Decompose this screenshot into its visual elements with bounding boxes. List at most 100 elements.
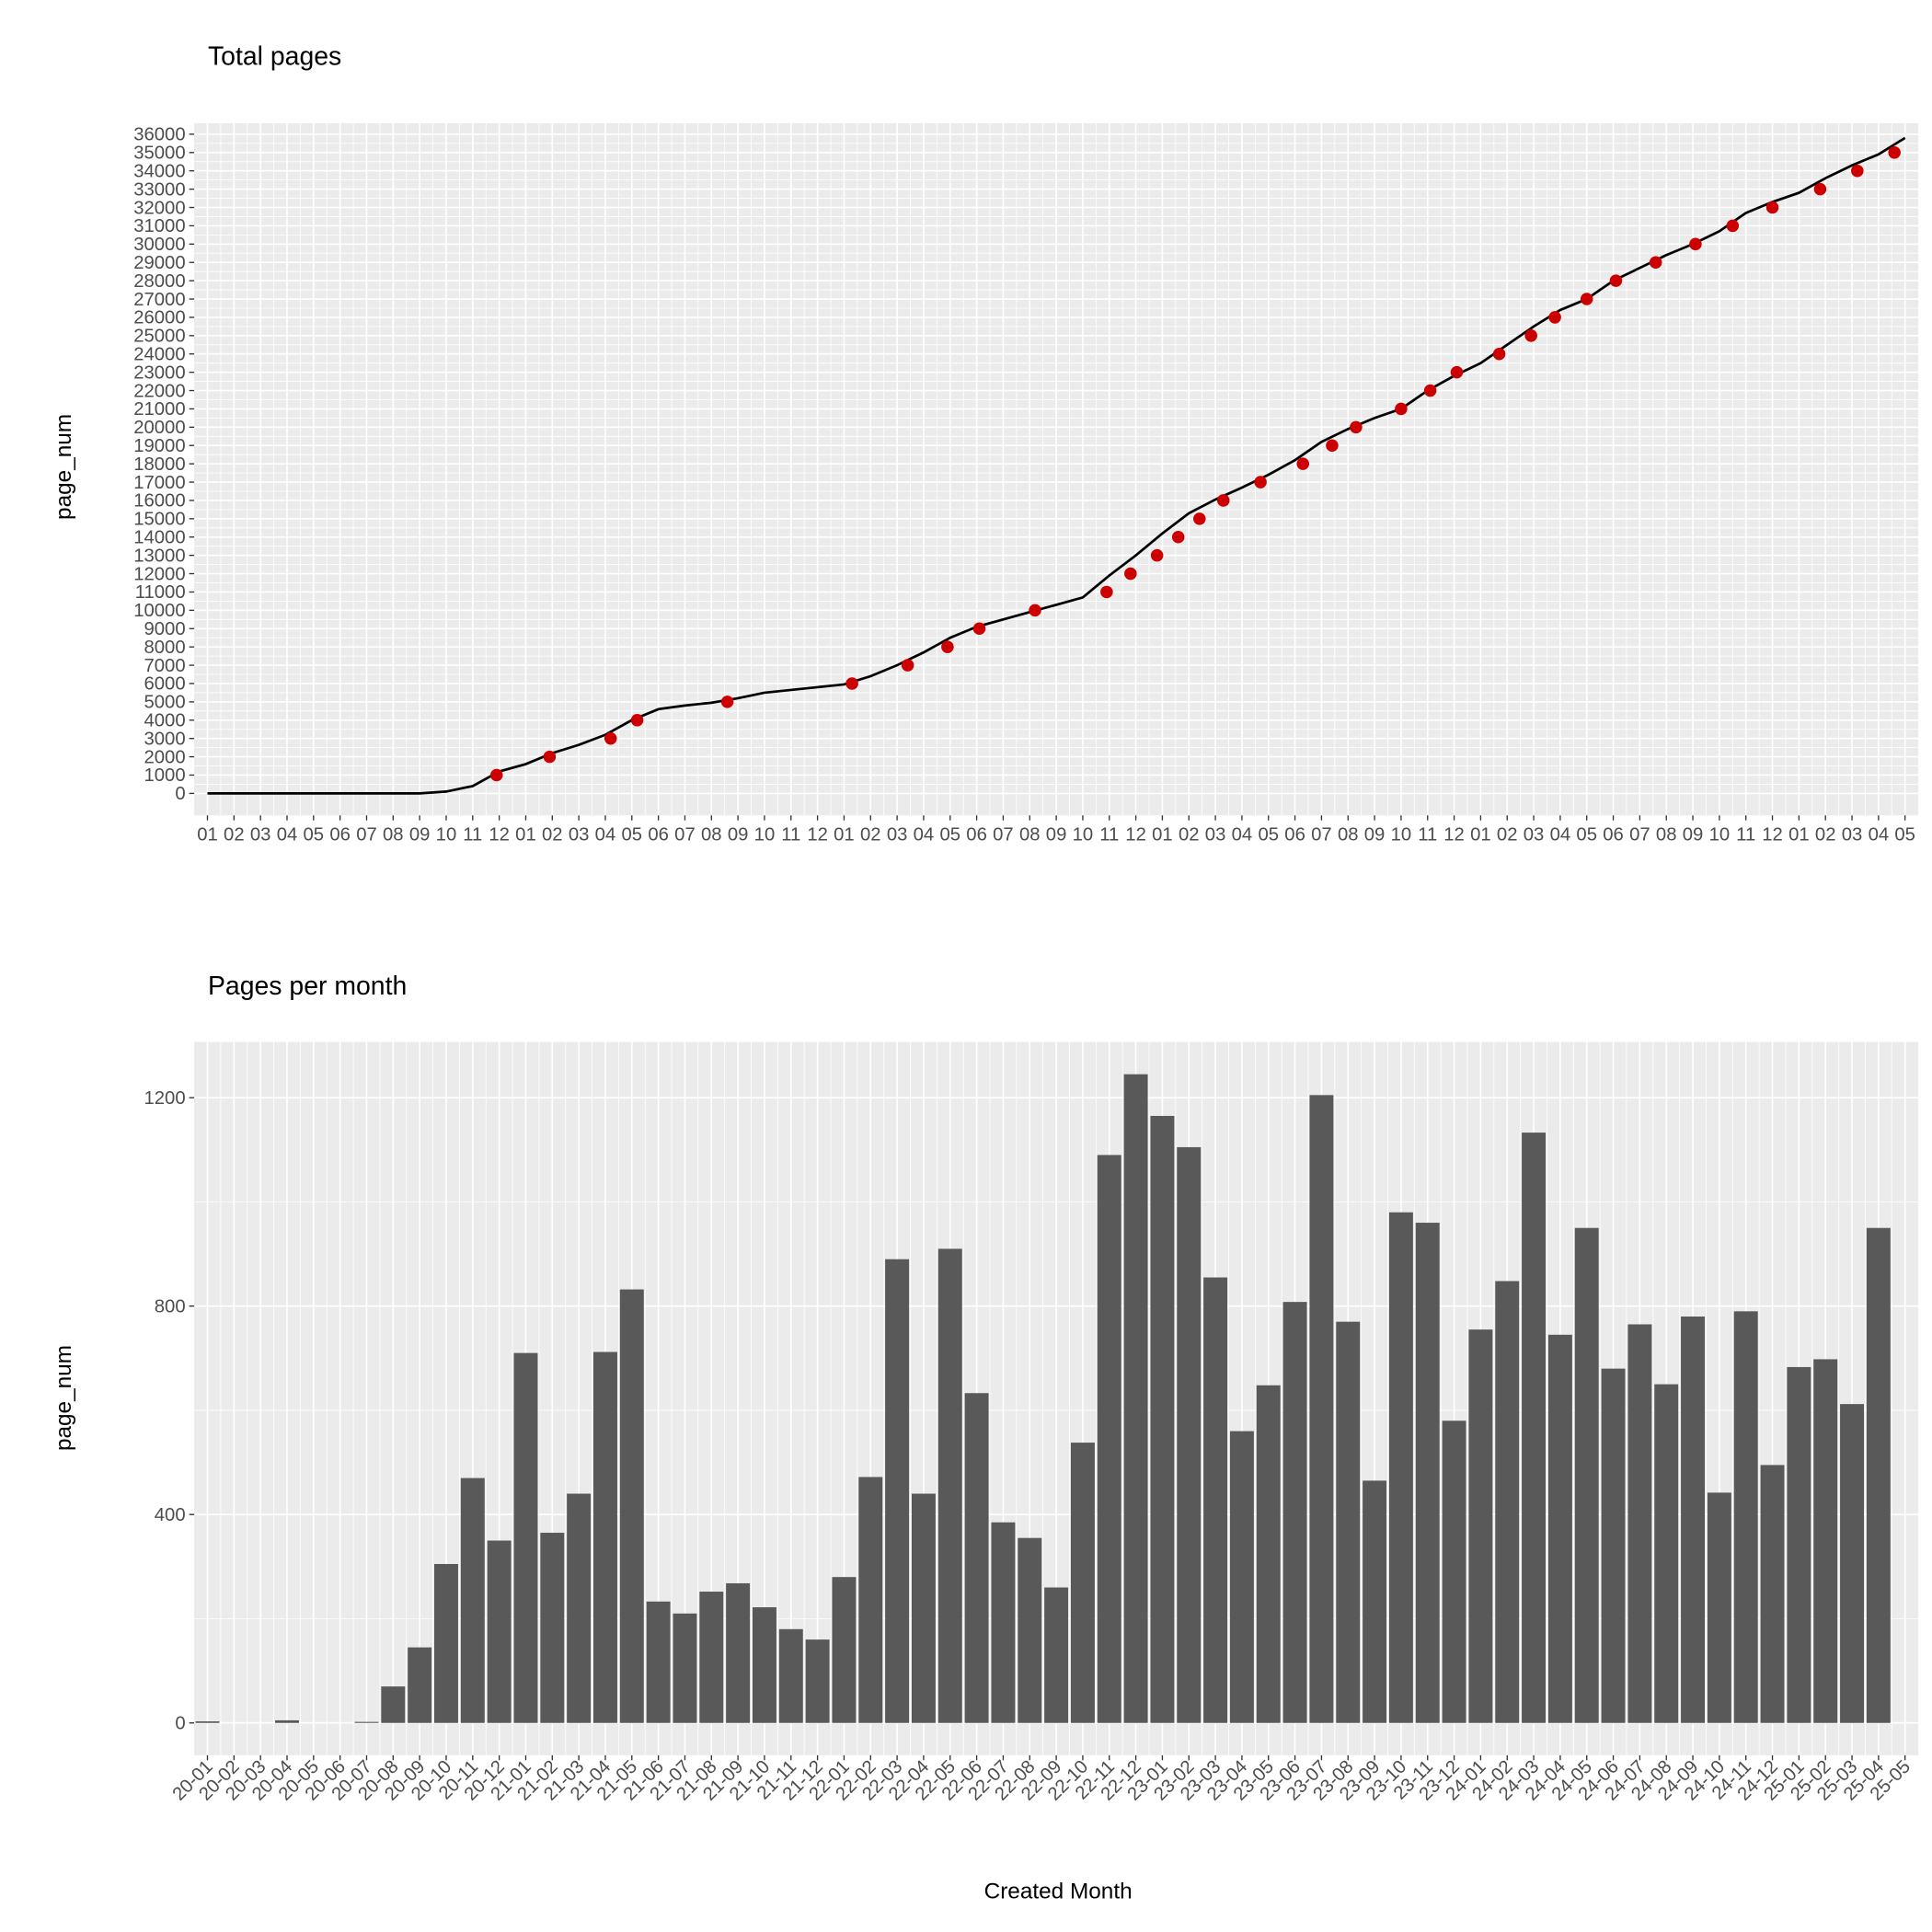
x-tick-label: 03 <box>1205 824 1226 845</box>
bar <box>911 1493 936 1723</box>
y-tick-label: 28000 <box>133 271 185 292</box>
y-tick-label: 21000 <box>133 399 185 420</box>
y-tick-label: 8000 <box>144 638 185 658</box>
bar <box>1681 1317 1706 1723</box>
y-tick-label: 1200 <box>144 1088 185 1109</box>
point <box>1216 494 1230 507</box>
y-axis-title: page_num <box>52 414 76 520</box>
point <box>1326 439 1339 453</box>
x-axis-title: Created Month <box>984 1879 1133 1903</box>
bar <box>1760 1465 1785 1723</box>
x-tick-label: 10 <box>754 824 776 845</box>
x-tick-label: 02 <box>224 824 245 845</box>
x-tick-label: 11 <box>1099 824 1119 845</box>
x-tick-label: 04 <box>1550 824 1571 845</box>
chart-title: Pages per month <box>208 972 407 1001</box>
y-tick-label: 0 <box>175 1714 185 1734</box>
y-tick-label: 20000 <box>133 418 185 438</box>
bar <box>1336 1321 1361 1723</box>
x-tick-label: 08 <box>1656 824 1677 845</box>
point <box>941 640 954 653</box>
y-tick-label: 24000 <box>133 344 185 364</box>
x-tick-label: 02 <box>860 824 881 845</box>
x-tick-label: 05 <box>1576 824 1597 845</box>
y-axis-title: page_num <box>52 1345 76 1451</box>
y-tick-label: 22000 <box>133 381 185 401</box>
x-tick-label: 05 <box>1258 824 1279 845</box>
bar <box>1309 1095 1334 1723</box>
y-tick-label: 4000 <box>144 711 185 731</box>
bar <box>1363 1480 1387 1723</box>
bar <box>885 1259 910 1723</box>
x-tick-label: 02 <box>1815 824 1836 845</box>
x-tick-label: 01 <box>1788 824 1810 845</box>
y-tick-label: 34000 <box>133 161 185 181</box>
x-tick-label: 09 <box>728 824 749 845</box>
x-tick-label: 03 <box>569 824 590 845</box>
x-tick-label: 03 <box>1842 824 1863 845</box>
bar <box>1654 1384 1679 1723</box>
y-tick-label: 29000 <box>133 253 185 273</box>
bar <box>646 1601 671 1723</box>
chart-title: Total pages <box>208 41 341 71</box>
bar <box>964 1393 989 1723</box>
bar <box>1044 1587 1069 1723</box>
y-tick-label: 15000 <box>133 510 185 530</box>
point <box>543 750 557 764</box>
y-tick-label: 27000 <box>133 290 185 310</box>
bar <box>1468 1329 1493 1723</box>
y-tick-label: 31000 <box>133 216 185 236</box>
point <box>1580 293 1593 305</box>
bar <box>1733 1311 1758 1723</box>
bar <box>354 1721 379 1723</box>
y-tick-label: 18000 <box>133 454 185 475</box>
bar <box>1203 1277 1228 1723</box>
bar <box>1547 1334 1572 1723</box>
x-tick-label: 03 <box>1524 824 1545 845</box>
x-tick-label: 11 <box>1736 824 1755 845</box>
y-tick-label: 1000 <box>144 765 185 786</box>
y-tick-label: 36000 <box>133 125 185 145</box>
point <box>1171 530 1185 544</box>
bar <box>1866 1227 1891 1723</box>
x-tick-label: 01 <box>1152 824 1173 845</box>
bar <box>1813 1359 1838 1723</box>
bar <box>1415 1223 1440 1723</box>
point <box>1254 476 1267 489</box>
point <box>1029 604 1041 617</box>
point <box>1524 329 1537 342</box>
bar <box>1150 1115 1175 1723</box>
x-tick-label: 12 <box>807 824 828 845</box>
bar <box>513 1352 538 1723</box>
x-tick-label: 07 <box>1629 824 1650 845</box>
y-tick-label: 14000 <box>133 528 185 548</box>
x-tick-label: 03 <box>887 824 908 845</box>
x-tick-label: 07 <box>356 824 377 845</box>
x-tick-label: 11 <box>463 824 482 845</box>
y-tick-label: 12000 <box>133 564 185 584</box>
y-tick-label: 2000 <box>144 747 185 767</box>
x-tick-label: 06 <box>966 824 987 845</box>
x-tick-label: 05 <box>1894 824 1915 845</box>
y-tick-label: 5000 <box>144 693 185 713</box>
y-tick-label: 400 <box>155 1505 186 1525</box>
x-tick-label: 09 <box>1046 824 1067 845</box>
x-tick-label: 10 <box>436 824 457 845</box>
x-tick-label: 07 <box>1311 824 1332 845</box>
y-tick-label: 17000 <box>133 473 185 493</box>
x-tick-label: 10 <box>1709 824 1731 845</box>
point <box>1765 201 1779 214</box>
y-tick-label: 19000 <box>133 436 185 456</box>
y-tick-label: 16000 <box>133 491 185 512</box>
point <box>489 768 503 782</box>
y-tick-label: 10000 <box>133 601 185 621</box>
x-tick-label: 07 <box>993 824 1014 845</box>
x-tick-label: 06 <box>648 824 669 845</box>
x-tick-label: 01 <box>1470 824 1491 845</box>
y-tick-label: 9000 <box>144 619 185 639</box>
y-tick-label: 3000 <box>144 729 185 749</box>
x-tick-label: 02 <box>1179 824 1200 845</box>
bar <box>1601 1368 1626 1723</box>
